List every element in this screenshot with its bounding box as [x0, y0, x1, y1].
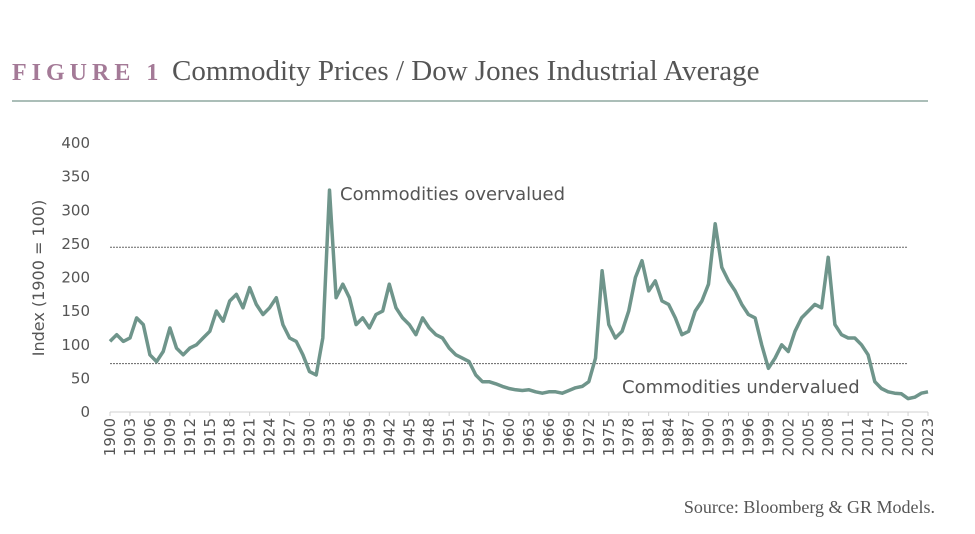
x-tick-label: 1966: [540, 418, 558, 456]
x-tick-label: 1978: [620, 418, 638, 456]
y-tick-label: 400: [61, 134, 90, 152]
x-tick-label: 1930: [301, 418, 319, 456]
x-tick-label: 1948: [420, 418, 438, 456]
y-tick-label: 250: [61, 235, 90, 253]
y-tick-label: 0: [80, 403, 90, 421]
x-tick-label: 1924: [261, 418, 279, 456]
x-tick-label: 1936: [340, 418, 358, 456]
y-tick-label: 200: [61, 269, 90, 287]
x-tick-label: 1927: [281, 418, 299, 456]
x-tick-label: 1999: [759, 418, 777, 456]
x-tick-label: 1939: [360, 418, 378, 456]
x-tick-label: 1900: [101, 418, 119, 456]
source: Source: Bloomberg & GR Models.: [684, 497, 935, 517]
x-tick-label: 1909: [161, 418, 179, 456]
chart-title: Commodity Prices / Dow Jones Industrial …: [172, 55, 759, 87]
x-tick-label: 2014: [859, 418, 877, 456]
x-tick-label: 1969: [560, 418, 578, 456]
x-tick-label: 2023: [919, 418, 937, 456]
x-tick-label: 1993: [719, 418, 737, 456]
y-tick-label: 300: [61, 201, 90, 219]
x-tick-label: 1912: [181, 418, 199, 456]
x-tick-label: 1945: [400, 418, 418, 456]
x-tick-label: 2017: [879, 418, 897, 456]
x-tick-label: 2002: [779, 418, 797, 456]
y-tick-label: 100: [61, 336, 90, 354]
annotation: Commodities undervalued: [622, 377, 860, 398]
x-tick-label: 1960: [500, 418, 518, 456]
x-tick-label: 1957: [480, 418, 498, 456]
x-tick-label: 1903: [121, 418, 139, 456]
x-tick-label: 1981: [640, 418, 658, 456]
x-tick-label: 1984: [660, 418, 678, 456]
y-tick-label: 50: [71, 369, 90, 387]
x-tick-label: 1933: [320, 418, 338, 456]
x-tick-label: 2011: [839, 418, 857, 456]
figure-label: FIGURE 1: [12, 60, 163, 86]
x-tick-label: 1942: [380, 418, 398, 456]
x-tick-label: 1972: [580, 418, 598, 456]
x-tick-label: 1975: [600, 418, 618, 456]
x-tick-label: 2005: [799, 418, 817, 456]
y-axis-label: Index (1900 = 100): [29, 200, 48, 356]
x-tick-label: 1996: [739, 418, 757, 456]
x-tick-label: 1921: [241, 418, 259, 456]
x-tick-label: 1915: [201, 418, 219, 456]
line-series: [108, 188, 929, 401]
x-tick-label: 2020: [899, 418, 917, 456]
y-tick-label: 350: [61, 168, 90, 186]
x-tick-label: 1918: [221, 418, 239, 456]
x-tick-label: 1951: [440, 418, 458, 456]
x-tick-label: 1954: [460, 418, 478, 456]
x-tick-label: 1990: [700, 418, 718, 456]
x-tick-label: 1987: [680, 418, 698, 456]
annotation: Commodities overvalued: [340, 184, 565, 205]
x-tick-label: 2008: [819, 418, 837, 456]
y-tick-label: 150: [61, 302, 90, 320]
x-tick-label: 1963: [520, 418, 538, 456]
x-tick-label: 1906: [141, 418, 159, 456]
